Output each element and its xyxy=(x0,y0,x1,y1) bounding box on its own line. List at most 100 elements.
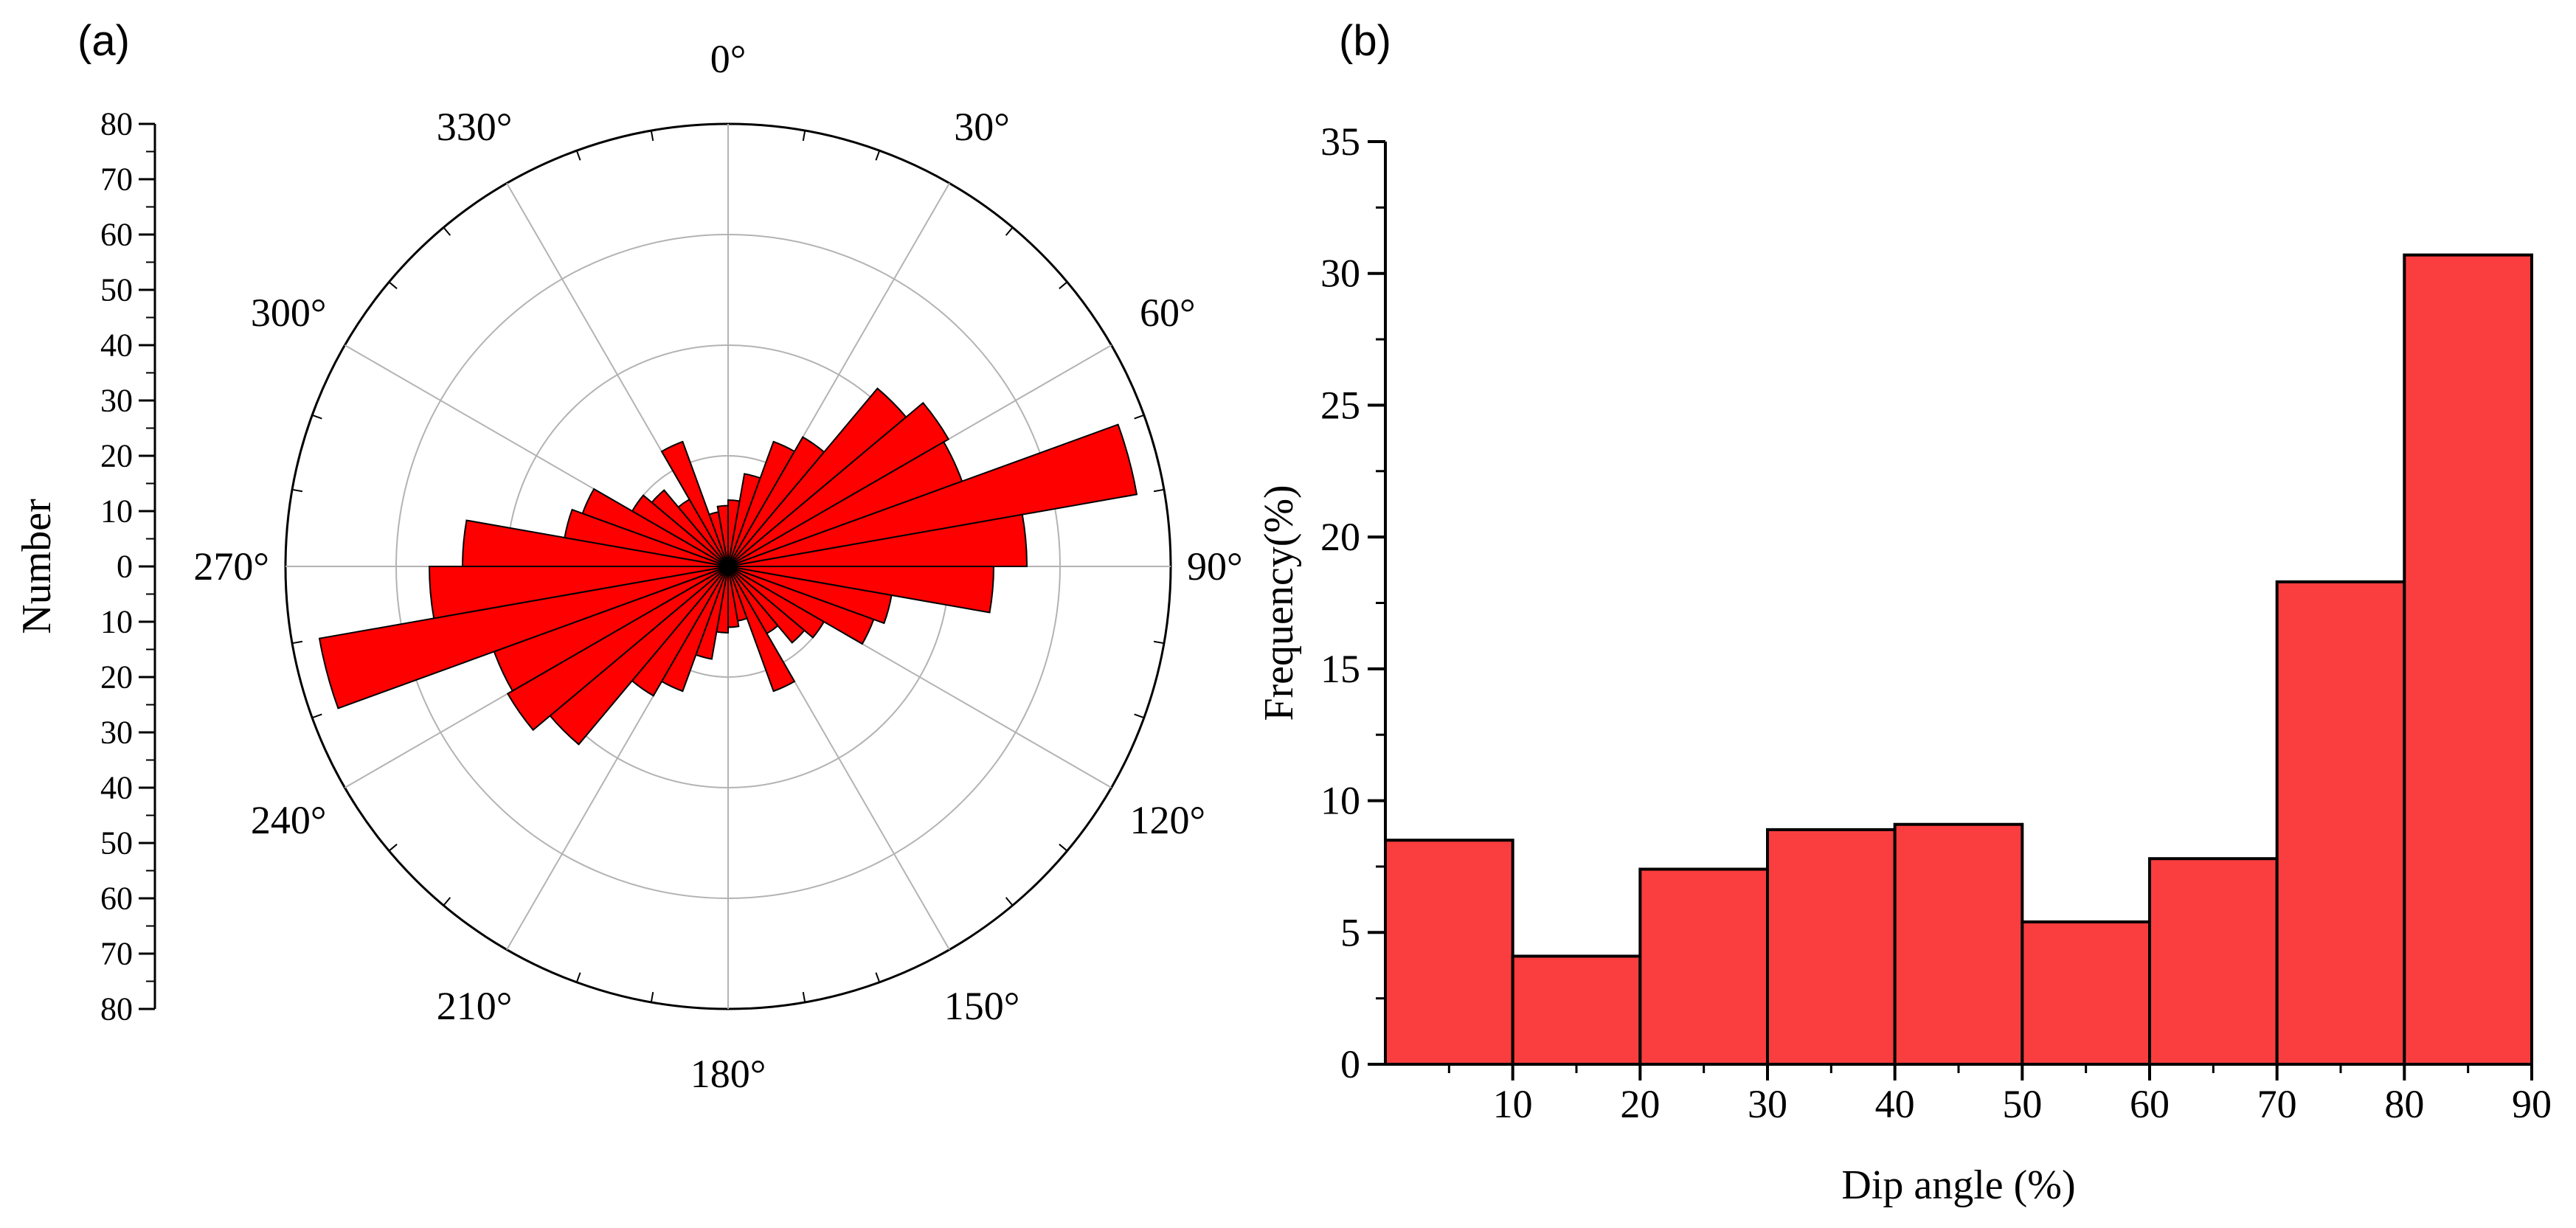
rose-outer-tick xyxy=(311,713,322,719)
radial-scale-label: 50 xyxy=(100,272,133,308)
radial-scale-label: 30 xyxy=(100,383,133,419)
radial-scale-label: 60 xyxy=(100,217,133,253)
rose-outer-tick xyxy=(291,488,303,493)
rose-outer-tick xyxy=(650,991,654,1003)
rose-wedge-11-opp xyxy=(581,488,729,567)
radial-scale-label: 60 xyxy=(100,881,133,917)
histogram-ylabel: Frequency(%) xyxy=(1256,485,1302,721)
y-tick-label: 30 xyxy=(1320,252,1360,296)
histogram-bar-7 xyxy=(2275,580,2406,1066)
rose-chart: 0° 30° 60° 90° 120° 150° 180° 210° 240° 270° 300° 3… xyxy=(14,37,1243,1096)
y-tick-label: 15 xyxy=(1320,647,1360,691)
x-tick-label: 80 xyxy=(2384,1082,2424,1126)
rose-outer-tick xyxy=(802,991,806,1003)
rose-outer-tick xyxy=(1153,488,1165,493)
radial-scale-label: 20 xyxy=(100,438,133,474)
rose-angle-label: 60° xyxy=(1140,291,1196,335)
rose-outer-tick xyxy=(1134,713,1145,719)
rose-wedge-12-opp xyxy=(631,494,729,567)
rose-outer-tick xyxy=(443,226,451,236)
histogram-bar-6 xyxy=(2148,857,2279,1066)
rose-outer-tick xyxy=(1005,226,1014,236)
y-tick-label: 20 xyxy=(1320,515,1360,559)
y-tick-label: 35 xyxy=(1320,119,1360,164)
rose-wedge-11 xyxy=(727,566,875,645)
rose-wedge-12 xyxy=(727,566,825,639)
x-tick-label: 40 xyxy=(1875,1082,1915,1126)
panel-label-a: (a) xyxy=(77,17,130,65)
histogram-bar-4 xyxy=(1893,822,2024,1066)
rose-angle-label: 180° xyxy=(690,1052,766,1096)
rose-outer-tick xyxy=(1134,414,1145,420)
rose-outer-tick xyxy=(802,130,806,142)
radial-scale-label: 0 xyxy=(117,549,133,585)
radial-scale-label: 70 xyxy=(100,936,133,972)
rose-outer-tick xyxy=(291,640,303,645)
histogram-bar-2 xyxy=(1638,867,1769,1066)
rose-angle-label: 30° xyxy=(954,105,1010,149)
rose-angle-label: 270° xyxy=(193,544,269,589)
rose-outer-tick xyxy=(388,281,398,290)
radial-scale-label: 70 xyxy=(100,162,133,198)
rose-outer-tick xyxy=(1059,281,1068,290)
rose-wedge-15 xyxy=(727,566,796,693)
rose-outer-tick xyxy=(575,972,581,983)
rose-wedge-5 xyxy=(727,401,950,567)
rose-outer-tick xyxy=(1153,640,1165,645)
rose-wedge-7-opp xyxy=(318,566,729,710)
x-tick-label: 30 xyxy=(1748,1082,1787,1126)
radial-scale-label: 50 xyxy=(100,825,133,861)
radial-scale-label: 80 xyxy=(100,991,133,1027)
x-tick-label: 90 xyxy=(2512,1082,2552,1126)
x-tick-label: 10 xyxy=(1493,1082,1533,1126)
rose-wedge-13 xyxy=(727,566,806,644)
radial-scale-label: 40 xyxy=(100,327,133,364)
rose-outer-tick xyxy=(875,972,881,983)
y-tick-label: 10 xyxy=(1320,779,1360,823)
radial-scale-label: 80 xyxy=(100,106,133,142)
x-tick-label: 20 xyxy=(1620,1082,1660,1126)
rose-wedge-7 xyxy=(727,423,1138,567)
rose-wedge-15-opp xyxy=(660,440,729,567)
histogram-bar-3 xyxy=(1766,828,1897,1066)
rose-outer-tick xyxy=(875,150,881,161)
rose-outer-tick xyxy=(650,130,654,142)
y-tick-label: 25 xyxy=(1320,383,1360,427)
rose-angle-label: 120° xyxy=(1130,798,1206,842)
rose-ylabel: Number xyxy=(14,499,60,634)
histogram-bar-0 xyxy=(1384,839,1514,1066)
rose-angle-label: 0° xyxy=(710,37,747,81)
x-tick-label: 60 xyxy=(2130,1082,2170,1126)
rose-wedge-13-opp xyxy=(651,489,729,567)
histogram-bar-1 xyxy=(1511,954,1642,1066)
histogram-bar-8 xyxy=(2403,253,2533,1066)
radial-scale-label: 30 xyxy=(100,715,133,751)
rose-outer-tick xyxy=(575,150,581,161)
rose-outer-tick xyxy=(311,414,322,420)
x-tick-label: 50 xyxy=(2002,1082,2042,1126)
radial-scale-label: 10 xyxy=(100,493,133,530)
rose-wedge-8-opp xyxy=(428,566,729,620)
radial-scale-label: 40 xyxy=(100,770,133,806)
histogram-bar-5 xyxy=(2021,920,2151,1066)
y-tick-label: 5 xyxy=(1340,910,1360,954)
rose-outer-tick xyxy=(443,897,451,906)
x-tick-label: 70 xyxy=(2257,1082,2297,1126)
rose-angle-label: 210° xyxy=(437,984,513,1028)
rose-wedge-5-opp xyxy=(506,566,729,732)
rose-outer-tick xyxy=(1059,843,1068,852)
rose-outer-tick xyxy=(388,843,398,852)
rose-angle-label: 330° xyxy=(437,105,513,149)
rose-wedge-17 xyxy=(727,566,740,628)
radial-scale-label: 20 xyxy=(100,659,133,695)
rose-angle-label: 300° xyxy=(251,291,327,335)
radial-scale-label: 10 xyxy=(100,604,133,640)
rose-angle-label: 90° xyxy=(1187,544,1243,589)
rose-angle-label: 240° xyxy=(251,798,327,842)
y-tick-label: 0 xyxy=(1340,1042,1360,1086)
rose-wedge-17-opp xyxy=(716,504,729,567)
histogram-xlabel: Dip angle (%) xyxy=(1841,1162,2075,1208)
rose-angle-label: 150° xyxy=(944,984,1020,1028)
panel-label-b: (b) xyxy=(1339,17,1391,65)
